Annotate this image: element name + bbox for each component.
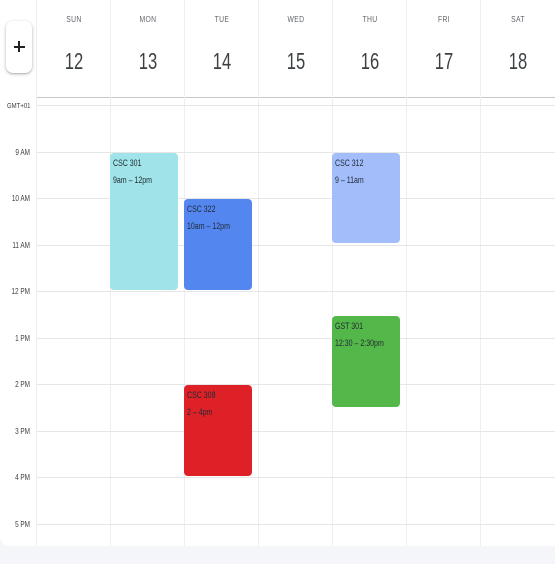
hour-gridline [37, 384, 555, 385]
day-header-tue[interactable]: TUE 14 [185, 0, 259, 90]
day-number: 16 [360, 48, 380, 74]
hour-gridline [37, 477, 555, 478]
add-event-button[interactable] [6, 21, 32, 73]
day-name: MON [139, 15, 157, 24]
page-background [0, 546, 555, 564]
day-name: SUN [66, 15, 82, 24]
column-divider [332, 0, 333, 546]
event-title: CSC 322 [187, 204, 216, 214]
week-calendar: SUN 12 MON 13 TUE 14 WED 15 THU 16 FRI 1… [0, 0, 555, 546]
event-time: 12:30 – 2:30pm [335, 338, 384, 348]
event-time: 9 – 11am [335, 175, 364, 185]
day-number: 18 [508, 48, 528, 74]
hour-gridline [37, 338, 555, 339]
day-header-sun[interactable]: SUN 12 [37, 0, 111, 90]
day-header-wed[interactable]: WED 15 [259, 0, 333, 90]
hour-label: 3 PM [15, 427, 30, 436]
event-csc-301[interactable]: CSC 301 9am – 12pm [110, 153, 178, 290]
day-header-thu[interactable]: THU 16 [333, 0, 407, 90]
hour-label: 10 AM [11, 194, 30, 203]
day-number: 14 [212, 48, 232, 74]
column-divider [258, 0, 259, 546]
event-gst-301[interactable]: GST 301 12:30 – 2:30pm [332, 316, 400, 407]
day-header-fri[interactable]: FRI 17 [407, 0, 481, 90]
day-number: 17 [434, 48, 454, 74]
event-csc-312[interactable]: CSC 312 9 – 11am [332, 153, 400, 243]
event-csc-308[interactable]: CSC 308 2 – 4pm [184, 385, 252, 476]
event-time: 2 – 4pm [187, 407, 213, 417]
day-name: TUE [214, 15, 230, 24]
hour-label: 4 PM [15, 473, 30, 482]
day-name: FRI [438, 15, 450, 24]
day-number: 13 [138, 48, 158, 74]
event-csc-322[interactable]: CSC 322 10am – 12pm [184, 199, 252, 290]
hour-label: 11 AM [12, 241, 30, 250]
column-divider [36, 0, 37, 546]
day-name: WED [287, 15, 305, 24]
event-time: 10am – 12pm [187, 221, 230, 231]
event-title: CSC 308 [187, 390, 216, 400]
hour-label: 2 PM [15, 380, 30, 389]
hour-gridline [37, 431, 555, 432]
event-time: 9am – 12pm [113, 175, 153, 185]
hour-gridline [37, 105, 555, 106]
column-divider [406, 0, 407, 546]
day-number: 12 [64, 48, 84, 74]
hour-gridline [37, 245, 555, 246]
header-divider [37, 97, 555, 98]
event-title: GST 301 [335, 321, 363, 331]
event-title: CSC 301 [113, 158, 142, 168]
hour-gridline [37, 291, 555, 292]
hour-gridline [37, 198, 555, 199]
hour-label: 5 PM [15, 520, 30, 529]
column-divider [480, 0, 481, 546]
hour-label: 12 PM [11, 287, 31, 296]
day-name: THU [362, 15, 378, 24]
event-title: CSC 312 [335, 158, 364, 168]
hour-gridline [37, 524, 555, 525]
day-header-sat[interactable]: SAT 18 [481, 0, 555, 90]
timezone-label: GMT+01 [7, 101, 31, 110]
hour-gridline [37, 152, 555, 153]
hour-label: 9 AM [15, 148, 30, 157]
day-number: 15 [286, 48, 306, 74]
day-header-mon[interactable]: MON 13 [111, 0, 185, 90]
day-name: SAT [511, 15, 525, 24]
hour-label: 1 PM [15, 334, 30, 343]
